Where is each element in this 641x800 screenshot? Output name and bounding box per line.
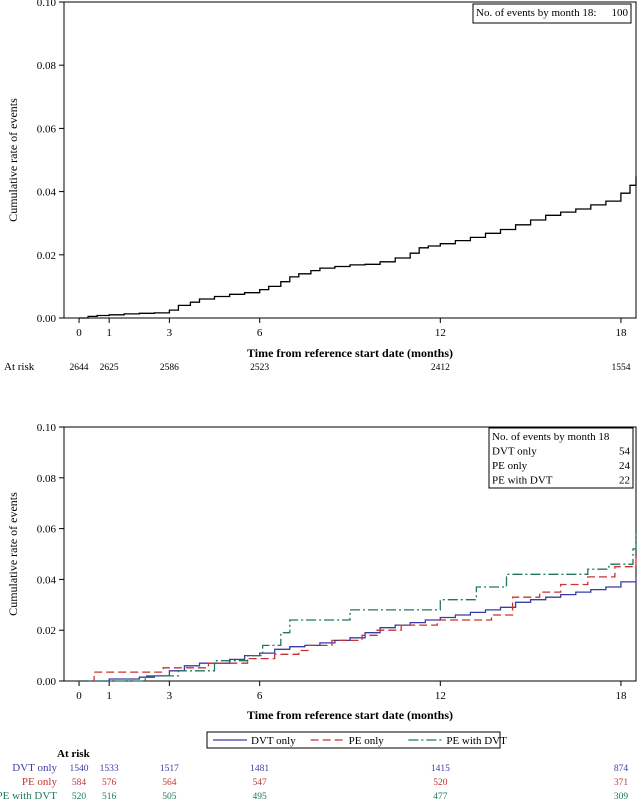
at-risk-row-name: DVT only — [12, 762, 57, 774]
plot-area-frame — [63, 426, 637, 682]
events-legend-value: 24 — [619, 460, 631, 472]
at-risk-value: 2412 — [431, 363, 450, 373]
at-risk-value: 516 — [102, 792, 117, 800]
events-legend-value: 22 — [619, 475, 630, 487]
plot-area-frame — [63, 1, 637, 319]
x-tick-label: 0 — [76, 327, 82, 339]
y-tick-label: 0.04 — [37, 574, 57, 586]
y-tick-label: 0.02 — [37, 625, 56, 637]
at-risk-label: At risk — [57, 748, 91, 760]
events-legend-value: 54 — [619, 446, 631, 458]
x-tick-label: 18 — [615, 327, 627, 339]
chart-panel-bottom: 0.00 0.02 0.04 0.06 0.08 0.10 0 1 3 6 12 18 Time fro… — [0, 422, 637, 800]
at-risk-value: 564 — [162, 778, 177, 788]
x-tick-label: 1 — [106, 327, 112, 339]
x-axis-label: Time from reference start date (months) — [247, 346, 453, 360]
at-risk-value: 520 — [433, 778, 448, 788]
at-risk-value: 1481 — [250, 764, 269, 774]
legend-label: PE only — [349, 735, 385, 747]
x-tick-label: 3 — [167, 690, 173, 702]
at-risk-value: 1517 — [160, 764, 179, 774]
at-risk-value: 2523 — [250, 363, 269, 373]
events-legend-label: DVT only — [492, 446, 537, 458]
events-legend-label: PE with DVT — [492, 475, 553, 487]
series-line-dvt-only — [79, 576, 637, 682]
y-tick-label: 0.10 — [37, 0, 57, 9]
at-risk-value: 1540 — [70, 764, 89, 774]
at-risk-value: 874 — [614, 764, 629, 774]
y-tick-label: 0.06 — [37, 123, 57, 135]
at-risk-value: 520 — [72, 792, 87, 800]
x-axis-label: Time from reference start date (months) — [247, 708, 453, 722]
at-risk-value: 1554 — [611, 363, 630, 373]
events-legend-title: No. of events by month 18: — [476, 7, 596, 19]
x-tick-label: 18 — [615, 690, 627, 702]
at-risk-value: 495 — [253, 792, 268, 800]
at-risk-row-name: PE only — [22, 776, 58, 788]
x-tick-label: 12 — [435, 327, 446, 339]
y-tick-label: 0.02 — [37, 250, 56, 262]
at-risk-value: 505 — [162, 792, 177, 800]
at-risk-row-name: PE with DVT — [0, 790, 57, 800]
x-tick-label: 0 — [76, 690, 82, 702]
at-risk-value: 477 — [433, 792, 448, 800]
series-line-pe-with-dvt — [79, 533, 637, 682]
legend-label: DVT only — [251, 735, 296, 747]
at-risk-value: 1415 — [431, 764, 450, 774]
at-risk-value: 371 — [614, 778, 629, 788]
y-tick-label: 0.08 — [37, 473, 57, 485]
x-tick-label: 1 — [106, 690, 112, 702]
at-risk-label: At risk — [4, 361, 35, 373]
events-legend-label: PE only — [492, 460, 528, 472]
at-risk-value: 1533 — [100, 764, 119, 774]
events-legend-box — [488, 427, 634, 489]
at-risk-value: 576 — [102, 778, 117, 788]
series-line-pe-only — [79, 554, 637, 682]
series-line-all — [79, 176, 637, 319]
y-tick-label: 0.08 — [37, 60, 57, 72]
at-risk-value: 309 — [614, 792, 629, 800]
legend-label: PE with DVT — [446, 735, 507, 747]
at-risk-value: 584 — [72, 778, 87, 788]
at-risk-value: 547 — [253, 778, 268, 788]
events-legend-title: No. of events by month 18 — [492, 431, 610, 443]
y-axis-label: Cumulative rate of events — [6, 492, 20, 616]
events-legend-box — [472, 3, 632, 24]
x-tick-label: 6 — [257, 327, 263, 339]
events-legend-value: 100 — [612, 7, 629, 19]
y-tick-label: 0.00 — [37, 313, 57, 325]
at-risk-value: 2586 — [160, 363, 179, 373]
at-risk-value: 2625 — [100, 363, 119, 373]
y-tick-label: 0.06 — [37, 524, 57, 536]
chart-panel-top: 0.00 0.02 0.04 0.06 0.08 0.10 0 1 3 6 12 18 Time fro… — [4, 0, 637, 373]
at-risk-value: 2644 — [70, 363, 89, 373]
x-tick-label: 3 — [167, 327, 173, 339]
x-tick-label: 6 — [257, 690, 263, 702]
y-tick-label: 0.10 — [37, 422, 57, 434]
y-tick-label: 0.00 — [37, 676, 57, 688]
y-axis-label: Cumulative rate of events — [6, 98, 20, 222]
series-legend-box — [206, 731, 501, 749]
y-tick-label: 0.04 — [37, 187, 57, 199]
x-tick-label: 12 — [435, 690, 446, 702]
